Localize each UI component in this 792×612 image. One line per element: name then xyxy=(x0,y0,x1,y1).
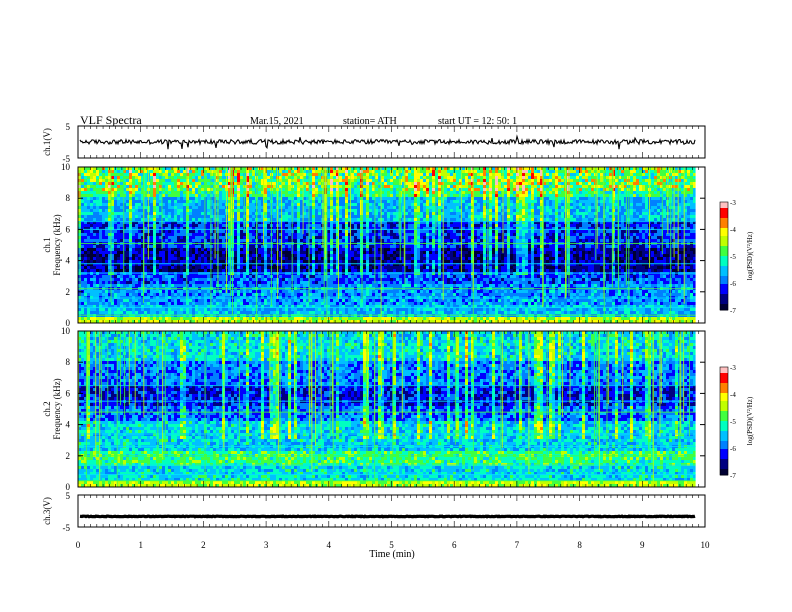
xtick-label: 2 xyxy=(201,540,206,550)
colorbar-tick: -3 xyxy=(730,199,736,207)
ytick-label: 6 xyxy=(66,388,71,398)
xtick-label: 0 xyxy=(76,540,81,550)
ch2-spec-ylabel-freq: Frequency (kHz) xyxy=(52,378,62,439)
xtick-label: 3 xyxy=(264,540,269,550)
figure-title: VLF Spectra xyxy=(80,113,142,127)
xtick-label: 4 xyxy=(327,540,332,550)
x-axis-label: Time (min) xyxy=(369,549,414,560)
xtick-label: 9 xyxy=(640,540,645,550)
date-label: Mar.15, 2021 xyxy=(250,116,304,127)
ch2-colorbar: -3 -4 -5 -6 -7 log(PSD)(V²/Hz) xyxy=(720,364,754,480)
xtick-label: 10 xyxy=(701,540,711,550)
ch1-spec-ylabel-channel: ch.1 xyxy=(42,237,52,252)
ch1-waveform-trace xyxy=(80,136,695,149)
colorbar-tick: -7 xyxy=(730,307,736,315)
ytick-label: 6 xyxy=(66,224,71,234)
colorbar-tick: -4 xyxy=(730,226,736,234)
ytick-label: 10 xyxy=(61,326,71,336)
ytick-label: 2 xyxy=(66,287,71,297)
xtick-label: 6 xyxy=(452,540,457,550)
ch1-colorbar: -3 -4 -5 -6 -7 log(PSD)(V²/Hz) xyxy=(720,199,754,315)
ch3-waveform-panel: 5 -5 ch.3(V) xyxy=(42,491,705,533)
colorbar-label: log(PSD)(V²/Hz) xyxy=(746,396,754,445)
ch3-waveform-trace xyxy=(80,516,695,517)
ch3-ytick-bottom: -5 xyxy=(63,523,71,533)
ytick-label: 10 xyxy=(61,162,71,172)
ytick-label: 8 xyxy=(66,193,71,203)
colorbar-tick: -5 xyxy=(730,253,736,261)
start-time-label: start UT = 12: 50: 1 xyxy=(438,116,517,127)
colorbar-tick: -4 xyxy=(730,391,736,399)
ytick-label: 4 xyxy=(66,256,71,266)
station-label: station= ATH xyxy=(343,116,397,127)
colorbar-tick: -3 xyxy=(730,364,736,372)
ch1-ylabel: ch.1(V) xyxy=(42,128,52,156)
ytick-label: 2 xyxy=(66,451,71,461)
colorbar-tick: -7 xyxy=(730,472,736,480)
ch1-spec-ylabel-freq: Frequency (kHz) xyxy=(52,214,62,275)
colorbar-tick: -5 xyxy=(730,418,736,426)
ch3-ylabel: ch.3(V) xyxy=(42,497,52,525)
xtick-label: 1 xyxy=(138,540,143,550)
ytick-label: 4 xyxy=(66,420,71,430)
colorbar-tick: -6 xyxy=(730,280,736,288)
ytick-label: 8 xyxy=(66,357,71,367)
ch3-ytick-top: 5 xyxy=(66,491,71,501)
colorbar-label: log(PSD)(V²/Hz) xyxy=(746,231,754,280)
ch1-ytick-top: 5 xyxy=(66,122,71,132)
colorbar-tick: -6 xyxy=(730,445,736,453)
ch1-waveform-panel: 5 -5 ch.1(V) xyxy=(42,122,705,164)
ch2-spec-ylabel-channel: ch.2 xyxy=(42,401,52,416)
xtick-label: 8 xyxy=(577,540,582,550)
xtick-label: 7 xyxy=(515,540,520,550)
